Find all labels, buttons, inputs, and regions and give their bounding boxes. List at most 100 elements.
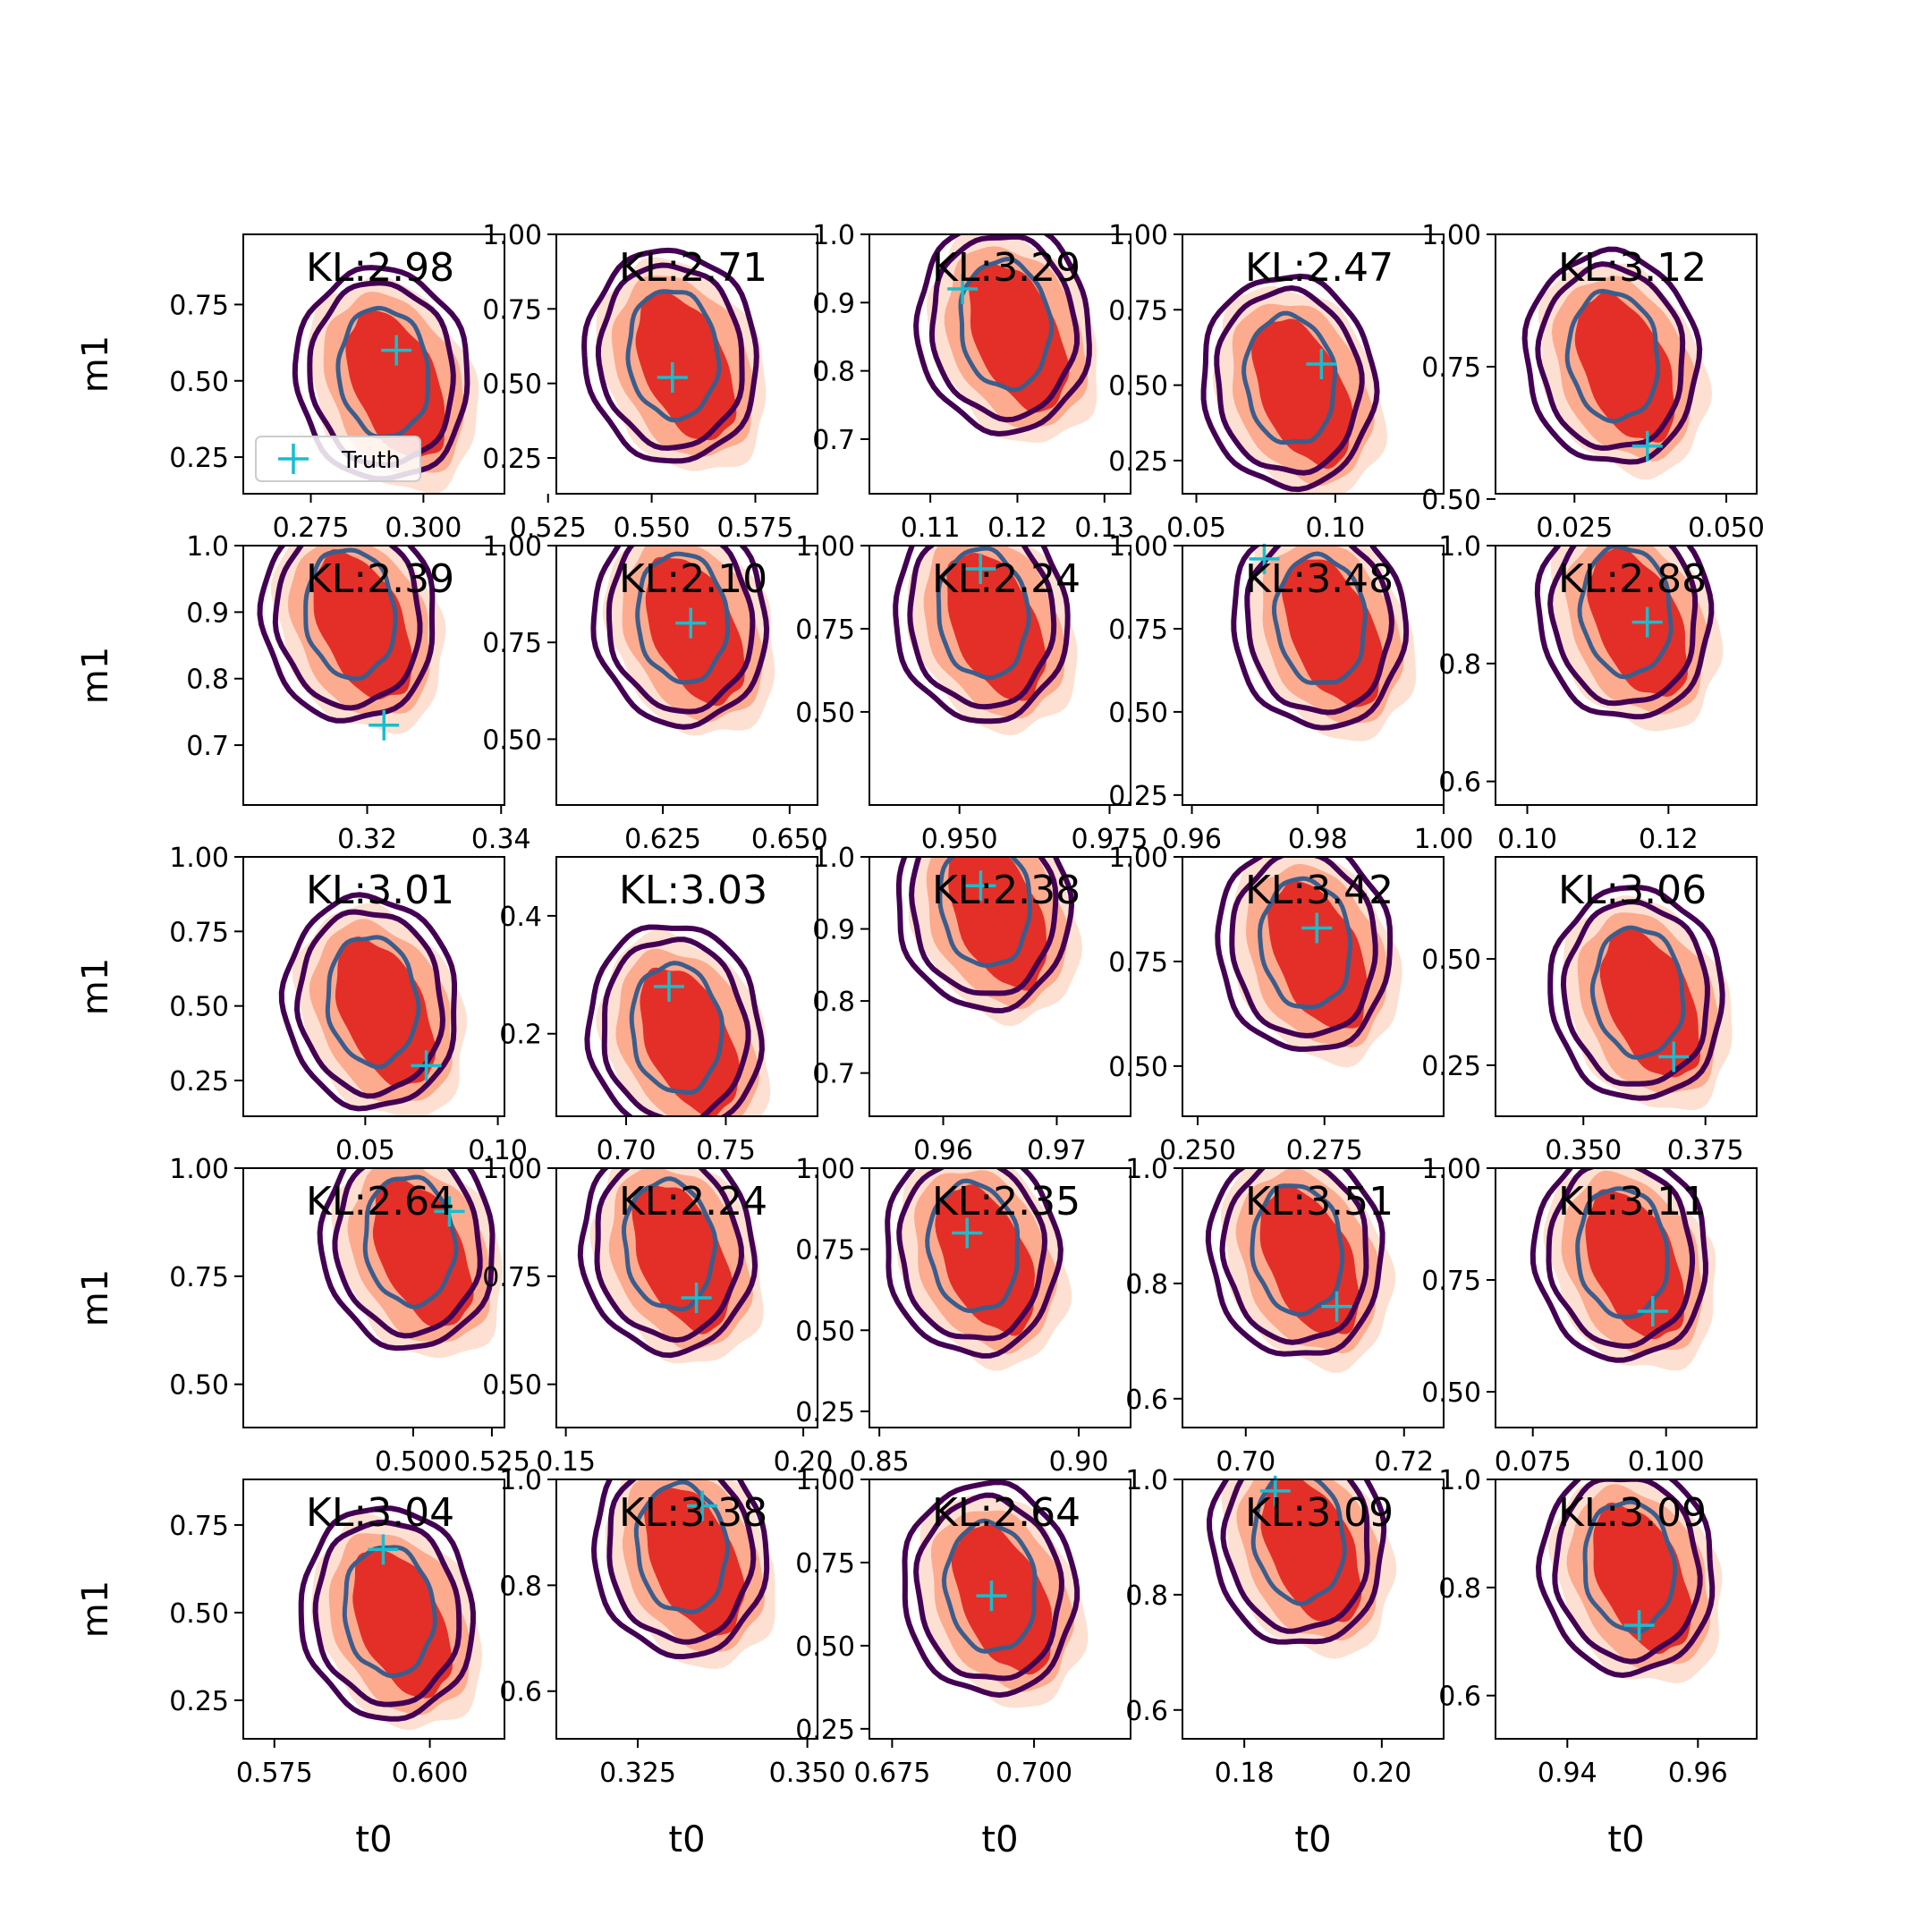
panel-4: 0.05 0.10 0.25 0.50 0.75 1.00 KL:2.47 [1108, 220, 1445, 544]
y-tick-label: 1.00 [1108, 220, 1168, 251]
y-tick-label: 0.75 [169, 917, 229, 948]
x-tick-label: 0.100 [1628, 1446, 1705, 1478]
predicted-contour-inner [625, 289, 722, 423]
axes-frame [869, 1167, 1131, 1428]
y-axis-label: m1 [75, 335, 116, 393]
y-tick-label: 0.8 [1438, 1573, 1481, 1605]
x-tick-label: 0.10 [1305, 513, 1365, 544]
predicted-contour-inner [958, 257, 1055, 393]
x-tick-label: 0.75 [696, 1135, 756, 1166]
predicted-contour-middle [907, 546, 1057, 710]
axes-frame [869, 1479, 1131, 1740]
plot-area [1547, 885, 1733, 1110]
predicted-contour-inner [1577, 546, 1674, 680]
kl-annotation: KL:2.98 [306, 245, 454, 291]
y-axis-label: m1 [75, 1269, 116, 1326]
x-tick-label: 0.96 [1162, 824, 1222, 855]
kl-annotation: KL:2.39 [306, 556, 454, 602]
x-tick-label: 0.20 [1352, 1758, 1411, 1789]
x-axis-label: t0 [981, 1819, 1018, 1860]
y-tick-label: 1.00 [795, 1154, 855, 1185]
y-tick-label: 1.00 [482, 531, 542, 563]
plot-area [902, 1479, 1089, 1708]
y-tick-label: 1.0 [186, 531, 229, 563]
x-tick-label: 0.05 [1166, 513, 1226, 544]
axes-frame [1182, 856, 1445, 1117]
y-tick-label: 0.7 [812, 1059, 855, 1090]
predicted-contour-inner [1271, 551, 1368, 685]
kl-annotation: KL:3.09 [1245, 1490, 1394, 1536]
plot-area [581, 247, 767, 471]
x-tick-label: 0.98 [1288, 824, 1348, 855]
x-tick-label: 0.05 [335, 1135, 395, 1166]
x-tick-label: 0.96 [1668, 1758, 1728, 1789]
y-tick-label: 0.25 [1108, 781, 1168, 812]
kl-annotation: KL:2.35 [932, 1179, 1080, 1224]
predicted-contour-outer [581, 247, 759, 464]
predicted-contour-inner [629, 961, 724, 1095]
x-tick-label: 0.500 [375, 1446, 452, 1478]
plot-area [1521, 246, 1713, 480]
y-tick-label: 0.50 [795, 698, 855, 729]
x-tick-label: 0.70 [597, 1135, 657, 1166]
y-tick-label: 1.00 [169, 843, 229, 874]
truth-marker [952, 1217, 983, 1249]
panel-7: 0.625 0.650 0.50 0.75 1.00 KL:2.10 [482, 531, 828, 855]
plot-area [1205, 1168, 1396, 1373]
predicted-contour-inner [1589, 925, 1686, 1060]
kl-annotation: KL:2.71 [619, 245, 767, 291]
predicted-contour-inner [1564, 288, 1661, 424]
y-tick-label: 0.25 [482, 444, 542, 475]
x-tick-label: 0.975 [1072, 824, 1148, 855]
predicted-contour-middle [896, 1168, 1048, 1342]
y-tick-label: 0.8 [812, 987, 855, 1018]
y-tick-label: 0.75 [482, 628, 542, 659]
y-tick-label: 0.75 [795, 614, 855, 646]
y-tick-label: 1.0 [499, 1465, 542, 1496]
axes-frame [555, 545, 818, 806]
predicted-contour-outer [577, 1168, 758, 1359]
predicted-contour-outer [1535, 1479, 1716, 1679]
panel-23: 0.675 0.700 0.25 0.50 0.75 1.00 KL:2.64 t0 [795, 1465, 1131, 1860]
plot-area [298, 1505, 483, 1731]
predicted-contour-inner [925, 1178, 1021, 1314]
predicted-contour-outer [1200, 273, 1380, 493]
y-tick-label: 0.25 [1421, 1051, 1481, 1082]
plot-area [577, 1168, 764, 1364]
predicted-contour-outer [1530, 1168, 1708, 1363]
panel-12: 0.70 0.75 0.2 0.4 KL:3.03 [499, 856, 818, 1166]
kl-annotation: KL:3.12 [1558, 245, 1707, 291]
plot-area [1530, 1168, 1716, 1371]
predicted-contour-middle [307, 280, 456, 468]
y-tick-label: 0.9 [812, 915, 855, 946]
y-tick-label: 0.50 [169, 992, 229, 1023]
truth-marker [1623, 1610, 1655, 1641]
predicted-contour-outer [902, 1479, 1080, 1699]
y-tick-label: 0.75 [169, 1262, 229, 1293]
predicted-contour-middle [928, 234, 1080, 423]
y-tick-label: 0.50 [482, 1370, 542, 1402]
x-tick-label: 0.525 [453, 1446, 530, 1478]
y-tick-label: 1.00 [1108, 843, 1168, 874]
axes-frame [242, 545, 505, 806]
y-tick-label: 1.0 [1438, 1465, 1481, 1496]
panel-8: 0.950 0.975 0.50 0.75 1.00 KL:2.24 [795, 531, 1148, 855]
panel-15: 0.350 0.375 0.25 0.50 KL:3.06 [1421, 856, 1758, 1166]
x-tick-label: 0.575 [236, 1758, 313, 1789]
panel-24: 0.18 0.20 0.6 0.8 1.0 KL:3.09 t0 [1125, 1465, 1445, 1860]
x-tick-label: 0.350 [769, 1758, 846, 1789]
y-tick-label: 0.6 [1125, 1696, 1168, 1727]
y-tick-label: 0.25 [169, 1066, 229, 1097]
legend: Truth [255, 436, 421, 482]
reference-density-level-3 [345, 309, 445, 458]
predicted-contour-outer [1231, 546, 1410, 731]
truth-marker [411, 1050, 442, 1081]
y-tick-label: 0.50 [169, 367, 229, 398]
x-tick-label: 0.72 [1374, 1446, 1434, 1478]
x-tick-label: 0.075 [1495, 1446, 1572, 1478]
panel-21: 0.575 0.600 0.25 0.50 0.75 KL:3.04 m1 t0 [75, 1479, 505, 1860]
predicted-contour-outer [317, 1168, 496, 1352]
y-tick-label: 0.75 [795, 1235, 855, 1267]
predicted-contour-outer [913, 234, 1092, 437]
y-tick-label: 0.75 [1108, 295, 1168, 326]
